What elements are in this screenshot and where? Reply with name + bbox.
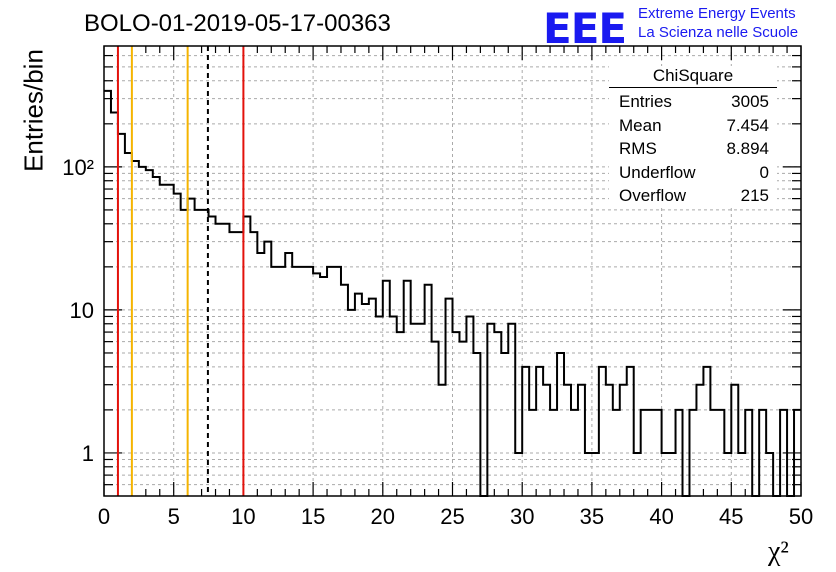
x-tick-label: 0 <box>98 504 110 529</box>
stats-label: Mean <box>619 115 662 135</box>
x-tick-label: 45 <box>719 504 743 529</box>
marker-lines <box>116 46 245 496</box>
y-axis-label: Entries/bin <box>18 49 49 172</box>
stats-row: Entries 3005 <box>609 90 777 114</box>
y-tick-label: 10 <box>70 298 94 323</box>
stats-row: RMS 8.894 <box>609 137 777 161</box>
x-tick-label: 50 <box>789 504 813 529</box>
stats-value: 215 <box>740 186 769 205</box>
x-tick-label: 5 <box>168 504 180 529</box>
eee-logo: EEE <box>543 4 627 53</box>
stats-value: 0 <box>759 162 769 182</box>
x-tick-label: 15 <box>301 504 325 529</box>
x-tick-label: 30 <box>510 504 534 529</box>
x-axis-label: χ² <box>768 536 789 567</box>
chart-title: BOLO-01-2019-05-17-00363 <box>84 10 391 37</box>
stats-row: Underflow 0 <box>609 161 777 185</box>
stats-label: RMS <box>619 139 657 158</box>
y-axis-ticks: 1 10 10² <box>62 155 94 466</box>
stats-value: 8.894 <box>726 139 769 158</box>
histogram-series <box>104 89 801 497</box>
x-tick-label: 20 <box>371 504 395 529</box>
stats-row: Mean 7.454 <box>609 114 777 138</box>
stats-label: Underflow <box>619 162 696 182</box>
plot-frame <box>103 45 802 497</box>
stats-box: ChiSquare Entries 3005 Mean 7.454 RMS 8.… <box>609 66 777 208</box>
stats-label: Overflow <box>619 186 687 205</box>
y-tick-label: 1 <box>82 441 94 466</box>
y-tick-label: 10² <box>62 155 94 180</box>
logo-line-1: Extreme Energy Events <box>638 5 796 22</box>
x-tick-label: 25 <box>440 504 464 529</box>
stats-row: Overflow 215 <box>609 184 777 208</box>
stats-value: 3005 <box>731 92 769 111</box>
x-axis-ticks: 0 5 10 15 20 25 30 35 40 45 50 <box>98 504 813 529</box>
stats-label: Entries <box>619 92 672 111</box>
x-tick-label: 35 <box>580 504 604 529</box>
stats-value: 7.454 <box>726 115 769 135</box>
x-tick-label: 10 <box>231 504 255 529</box>
x-tick-label: 40 <box>649 504 673 529</box>
logo-line-2: La Scienza nelle Scuole <box>638 24 799 41</box>
stats-name: ChiSquare <box>609 66 777 88</box>
